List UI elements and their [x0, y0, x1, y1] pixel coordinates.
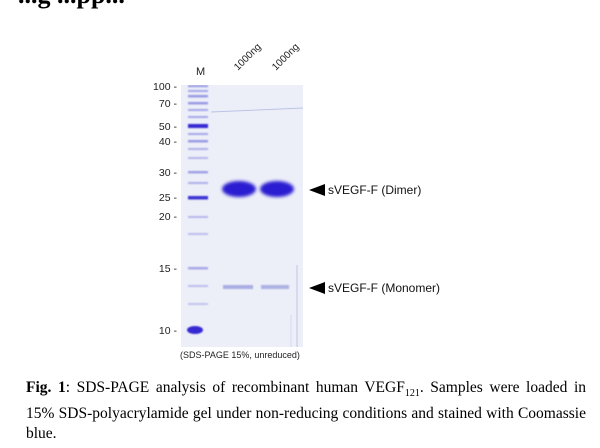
mw-label-25: 25 - — [158, 192, 177, 204]
gel-image — [181, 85, 303, 347]
caption-subscript: 121 — [404, 388, 420, 400]
monomer-bands — [223, 285, 289, 289]
cropped-heading: ...g ...pp... — [18, 0, 125, 10]
dimer-arrow-icon — [309, 184, 325, 196]
dimer-label: sVEGF-F (Dimer) — [328, 183, 422, 197]
fig-label: Fig. 1 — [26, 379, 66, 396]
well-line — [210, 107, 303, 113]
lane-label-2: 1000ng — [270, 41, 302, 73]
figure-caption: Fig. 1: SDS-PAGE analysis of recombinant… — [26, 378, 586, 444]
mw-label-70: 70 - — [158, 98, 177, 110]
mw-label-30: 30 - — [158, 167, 177, 179]
monomer-arrow-icon — [309, 282, 325, 294]
dimer-callout: sVEGF-F (Dimer) — [309, 183, 421, 197]
mw-label-20: 20 - — [158, 211, 177, 223]
monomer-label: sVEGF-F (Monomer) — [328, 281, 441, 295]
gel-note: (SDS-PAGE 15%, unreduced) — [180, 350, 300, 360]
marker-ladder — [187, 85, 208, 334]
gel-figure: M 1000ng 1000ng 100 - 70 - 50 - 40 - 30 … — [153, 41, 440, 360]
mw-label-50: 50 - — [158, 121, 177, 133]
lane-label-marker: M — [196, 66, 206, 78]
mw-label-100: 100 - — [153, 81, 177, 93]
caption-text-2: . Samples were loaded in 15% SDS-polyacr… — [26, 379, 587, 443]
gel-svg — [181, 85, 303, 347]
mw-label-10: 10 - — [158, 325, 177, 337]
mw-label-40: 40 - — [158, 136, 177, 148]
mw-label-15: 15 - — [158, 263, 177, 275]
monomer-callout: sVEGF-F (Monomer) — [309, 281, 440, 295]
lane-label-1: 1000ng — [232, 41, 264, 73]
caption-text-1: : SDS-PAGE analysis of recombinant human… — [65, 379, 405, 396]
dimer-bands — [222, 181, 294, 197]
